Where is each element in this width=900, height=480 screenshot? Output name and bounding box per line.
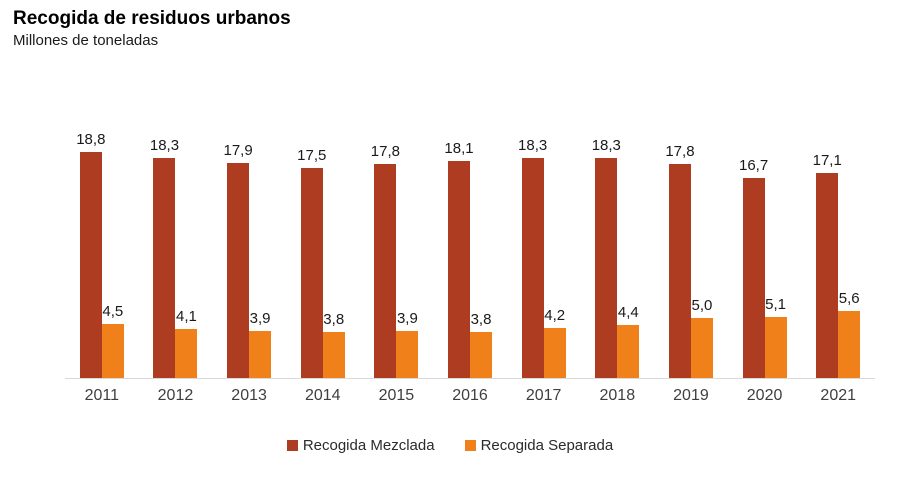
value-label-mezclada-2015: 17,8 xyxy=(370,143,400,160)
bar-group-2018: 18,3 4,4 2018 xyxy=(580,137,654,404)
x-axis-tick-label-2013: 2013 xyxy=(231,387,267,404)
bar-mezclada-2013: 17,9 xyxy=(223,142,253,378)
legend-swatch-mezclada-icon xyxy=(286,440,298,451)
bar-pair: 17,5 3,8 xyxy=(286,147,360,378)
bar-group-2019: 17,8 5,0 2019 xyxy=(654,143,728,404)
bar-mezclada-2018: 18,3 xyxy=(592,137,621,378)
legend-item-separada: Recogida Separada xyxy=(464,437,614,454)
value-label-separada-2017: 4,2 xyxy=(544,307,566,324)
value-label-separada-2016: 3,8 xyxy=(470,311,492,328)
bar-mezclada-2016: 18,1 xyxy=(444,140,474,378)
plot-area: 18,8 4,5 2011 18,3 4,1 2012 17,9 3,9 2013 17,5 3,8… xyxy=(65,131,875,404)
x-axis-line xyxy=(65,378,875,379)
bar-mezclada-2011: 18,8 xyxy=(76,131,105,378)
x-axis-tick-label-2014: 2014 xyxy=(304,387,341,404)
bar-separada-2016: 3,8 xyxy=(470,311,493,378)
x-axis-tick-label-2012: 2012 xyxy=(157,387,194,404)
x-axis-tick-label-2017: 2017 xyxy=(525,387,562,404)
legend-label-mezclada: Recogida Mezclada xyxy=(302,437,435,454)
chart-header: Recogida de residuos urbanos Millones de… xyxy=(13,8,291,51)
value-label-separada-2011: 4,5 xyxy=(102,303,124,320)
chart-subtitle: Millones de toneladas xyxy=(13,31,159,49)
bar-mezclada-2014: 17,5 xyxy=(297,147,326,378)
value-label-mezclada-2017: 18,3 xyxy=(518,137,548,154)
bar-group-2012: 18,3 4,1 2012 xyxy=(139,137,213,404)
bar-separada-2019: 5,0 xyxy=(690,297,713,378)
chart-legend: Recogida Mezclada Recogida Separada xyxy=(0,437,900,454)
bar-group-2017: 18,3 4,2 2017 xyxy=(507,137,581,404)
value-label-mezclada-2011: 18,8 xyxy=(76,131,106,148)
bar-mezclada-2021: 17,1 xyxy=(813,152,842,378)
bar-pair: 17,8 5,0 xyxy=(654,143,728,378)
bar-mezclada-2012: 18,3 xyxy=(150,137,179,378)
bar-pair: 18,8 4,5 xyxy=(65,131,139,378)
legend-item-mezclada: Recogida Mezclada xyxy=(286,437,435,454)
legend-swatch-separada-icon xyxy=(464,440,476,451)
bar-group-2020: 16,7 5,1 2020 xyxy=(728,148,802,404)
x-axis-tick-label-2019: 2019 xyxy=(673,387,709,404)
value-label-separada-2013: 3,9 xyxy=(249,310,271,327)
value-label-mezclada-2012: 18,3 xyxy=(149,137,180,154)
bar-mezclada-2017: 18,3 xyxy=(518,137,547,378)
value-label-separada-2019: 5,0 xyxy=(691,297,713,314)
bar-separada-2017: 4,2 xyxy=(543,307,566,378)
bar-group-2016: 18,1 3,8 2016 xyxy=(433,140,507,404)
bar-separada-2012: 4,1 xyxy=(175,308,198,378)
bar-group-2013: 17,9 3,9 2013 xyxy=(212,142,286,404)
x-axis-tick-label-2020: 2020 xyxy=(746,387,783,404)
value-label-separada-2018: 4,4 xyxy=(617,304,639,321)
bar-separada-2018: 4,4 xyxy=(617,304,640,378)
value-label-mezclada-2016: 18,1 xyxy=(444,140,474,157)
bar-group-2015: 17,8 3,9 2015 xyxy=(360,143,434,404)
bar-pair: 18,3 4,4 xyxy=(580,137,654,378)
value-label-separada-2012: 4,1 xyxy=(176,308,197,325)
bar-separada-2020: 5,1 xyxy=(764,296,787,378)
legend-label-separada: Recogida Separada xyxy=(480,437,614,454)
bar-group-2014: 17,5 3,8 2014 xyxy=(286,147,360,404)
value-label-mezclada-2020: 16,7 xyxy=(738,157,769,174)
value-label-mezclada-2019: 17,8 xyxy=(665,143,695,160)
x-axis-tick-label-2021: 2021 xyxy=(820,387,857,404)
value-label-separada-2021: 5,6 xyxy=(838,290,860,307)
x-axis-tick-label-2018: 2018 xyxy=(599,387,636,404)
bar-pair: 17,9 3,9 xyxy=(212,142,286,378)
bar-separada-2014: 3,8 xyxy=(322,311,345,378)
bar-pair: 18,3 4,2 xyxy=(507,137,581,378)
bar-pair: 18,1 3,8 xyxy=(433,140,507,378)
value-label-mezclada-2018: 18,3 xyxy=(591,137,621,154)
bar-pair: 18,3 4,1 xyxy=(139,137,213,378)
bar-mezclada-2020: 16,7 xyxy=(739,157,768,378)
bar-mezclada-2015: 17,8 xyxy=(371,143,400,378)
bar-pair: 17,8 3,9 xyxy=(360,143,434,378)
bar-separada-2013: 3,9 xyxy=(249,310,272,378)
value-label-separada-2014: 3,8 xyxy=(323,311,345,328)
x-axis-tick-label-2011: 2011 xyxy=(84,387,120,404)
bar-pair: 17,1 5,6 xyxy=(801,148,875,378)
bar-group-2021: 17,1 5,6 2021 xyxy=(801,148,875,404)
x-axis-tick-label-2016: 2016 xyxy=(452,387,488,404)
value-label-separada-2015: 3,9 xyxy=(396,310,418,327)
value-label-separada-2020: 5,1 xyxy=(765,296,787,313)
bar-separada-2011: 4,5 xyxy=(101,303,124,378)
bar-pair: 16,7 5,1 xyxy=(728,148,802,378)
bar-group-2011: 18,8 4,5 2011 xyxy=(65,131,139,404)
chart-title: Recogida de residuos urbanos xyxy=(13,8,291,29)
value-label-mezclada-2014: 17,5 xyxy=(297,147,327,164)
bar-mezclada-2019: 17,8 xyxy=(665,143,695,378)
bar-separada-2015: 3,9 xyxy=(396,310,419,378)
value-label-mezclada-2021: 17,1 xyxy=(812,152,842,169)
value-label-mezclada-2013: 17,9 xyxy=(223,142,253,159)
x-axis-tick-label-2015: 2015 xyxy=(378,387,415,404)
bar-separada-2021: 5,6 xyxy=(838,290,861,378)
